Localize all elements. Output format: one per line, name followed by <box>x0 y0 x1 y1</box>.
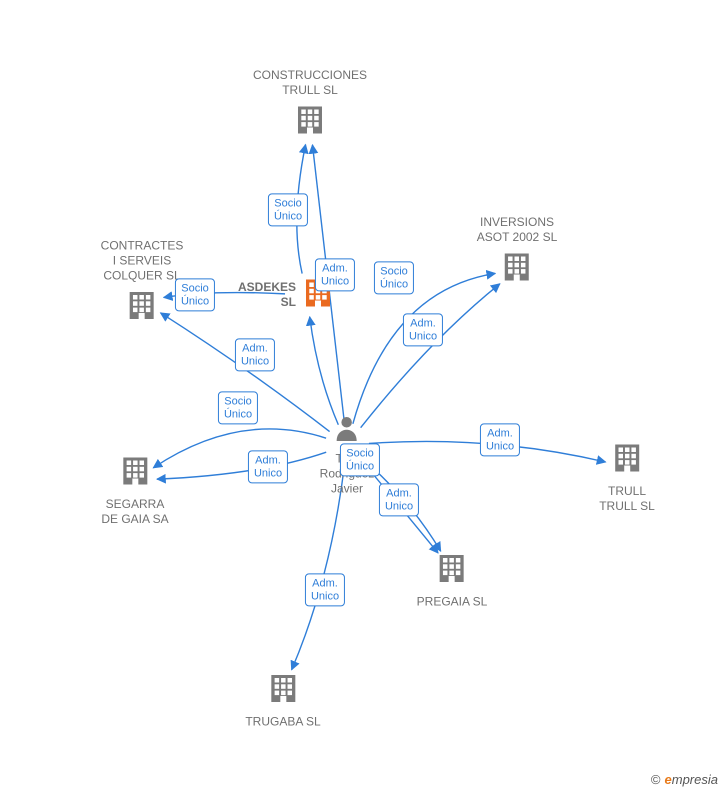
edge-label: Adm. Unico <box>305 573 345 606</box>
edge-person-to-segarra <box>157 452 326 479</box>
edge-label: Socio Único <box>268 193 308 226</box>
node-label: TRUGABA SL <box>245 715 320 730</box>
building-icon <box>124 313 160 327</box>
brand-initial: e <box>665 772 672 787</box>
edge-person-to-contractes <box>161 313 330 432</box>
person-icon <box>332 433 362 447</box>
edge-person-to-trugaba <box>292 467 345 670</box>
node-label: INVERSIONS ASOT 2002 SL <box>477 215 558 245</box>
edge-label: Adm. Unico <box>379 483 419 516</box>
node-trull_trull[interactable]: TRULL TRULL SL <box>599 440 655 514</box>
edge-label: Adm. Unico <box>480 423 520 456</box>
node-segarra[interactable]: SEGARRA DE GAIA SA <box>101 453 168 527</box>
edge-label: Adm. Unico <box>248 450 288 483</box>
edge-person-to-inversions <box>353 273 495 423</box>
node-pregaia[interactable]: PREGAIA SL <box>417 551 488 610</box>
node-label: CONSTRUCCIONES TRULL SL <box>253 68 367 98</box>
building-icon <box>265 696 301 710</box>
copyright-symbol: © <box>651 772 661 787</box>
node-construcciones[interactable]: CONSTRUCCIONES TRULL SL <box>253 68 367 142</box>
node-inversions[interactable]: INVERSIONS ASOT 2002 SL <box>477 215 558 289</box>
building-icon <box>117 478 153 492</box>
building-icon <box>300 275 336 315</box>
edge-person-to-pregaia <box>364 459 441 551</box>
node-label: PREGAIA SL <box>417 595 488 610</box>
brand-rest: mpresia <box>672 772 718 787</box>
edge-label: Adm. Unico <box>403 313 443 346</box>
edge-person-to-segarra <box>153 429 326 468</box>
node-trugaba[interactable]: TRUGABA SL <box>245 671 320 730</box>
building-icon <box>609 465 645 479</box>
diagram-canvas: CONSTRUCCIONES TRULL SL INVERSIONS ASOT … <box>0 0 728 795</box>
node-asdekes[interactable]: ASDEKES SL <box>238 275 336 315</box>
node-label: ASDEKES SL <box>238 280 296 310</box>
node-label: Trull Rodriguez Javier <box>320 452 375 497</box>
node-contractes[interactable]: CONTRACTES I SERVEIS COLQUER SL <box>101 239 184 328</box>
node-label: TRULL TRULL SL <box>599 484 655 514</box>
building-icon <box>434 576 470 590</box>
building-icon <box>499 274 535 288</box>
edge-person-to-trull_trull <box>369 441 606 462</box>
edge-label: Socio Único <box>374 261 414 294</box>
edge-person-to-asdekes <box>310 317 339 425</box>
edge-person-to-inversions <box>361 284 500 428</box>
copyright: © empresia <box>651 772 718 787</box>
node-label: CONTRACTES I SERVEIS COLQUER SL <box>101 239 184 284</box>
node-person[interactable]: Trull Rodriguez Javier <box>320 414 375 497</box>
building-icon <box>292 127 328 141</box>
node-label: SEGARRA DE GAIA SA <box>101 497 168 527</box>
edge-label: Socio Único <box>218 391 258 424</box>
edge-label: Adm. Unico <box>235 338 275 371</box>
edge-asdekes-to-construcciones <box>297 145 306 274</box>
